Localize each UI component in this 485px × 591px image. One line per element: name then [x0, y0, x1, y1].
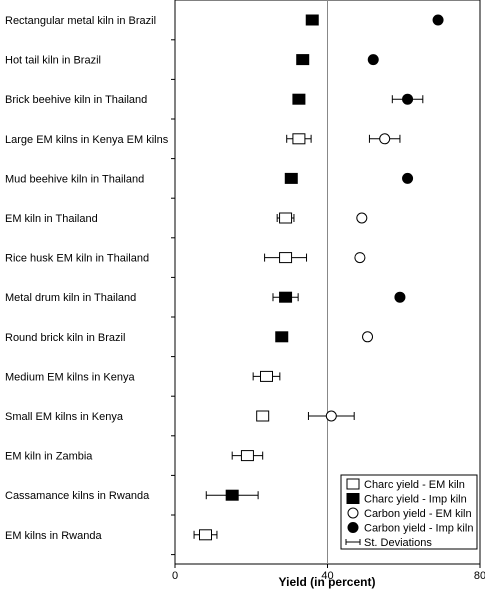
category-label: Brick beehive kiln in Thailand [5, 94, 147, 106]
data-point-open-circle [379, 133, 391, 145]
legend-frame [340, 474, 478, 550]
legend-symbol-filled-circle [347, 522, 359, 533]
data-point-filled-square [275, 331, 289, 343]
data-point-filled-square [279, 291, 293, 303]
data-point-open-circle [325, 410, 337, 422]
data-point-open-circle [356, 212, 368, 224]
category-label: Large EM kilns in Kenya EM kilns [5, 134, 169, 146]
data-point-open-square [279, 212, 293, 224]
category-label: Round brick kiln in Brazil [5, 332, 125, 344]
data-point-filled-circle [367, 54, 379, 66]
category-label: Cassamance kilns in Rwanda [5, 490, 150, 502]
legend-label: Charc yield - Imp kiln [364, 494, 467, 506]
data-point-filled-square [305, 14, 319, 26]
category-label: Rice husk EM kiln in Thailand [5, 253, 149, 265]
category-label: EM kiln in Thailand [5, 213, 98, 225]
data-point-open-circle [362, 331, 374, 343]
x-axis: 0 40 80 [172, 564, 485, 582]
data-point-open-square [256, 410, 270, 422]
data-point-open-square [279, 252, 293, 264]
data-point-filled-square [292, 93, 306, 105]
category-label: Hot tail kiln in Brazil [5, 55, 101, 67]
data-point-open-circle [354, 252, 366, 264]
category-label: Mud beehive kiln in Thailand [5, 173, 144, 185]
data-point-filled-circle [432, 14, 444, 26]
category-label: Medium EM kilns in Kenya [5, 371, 135, 383]
legend-label: St. Deviations [364, 537, 432, 549]
data-point-open-square [292, 133, 306, 145]
legend-symbol-open-circle [347, 507, 359, 519]
data-point-filled-square [296, 54, 310, 66]
legend-label: Charc yield - EM kiln [364, 479, 465, 491]
legend-symbol-filled-square [346, 493, 360, 504]
category-label: Small EM kilns in Kenya [5, 411, 124, 423]
category-label: Rectangular metal kiln in Brazil [5, 15, 156, 27]
x-tick-label: 0 [172, 570, 178, 582]
data-point-filled-circle [402, 93, 414, 105]
data-point-open-square [240, 450, 254, 462]
data-point-open-square [260, 370, 273, 382]
legend-label: Carbon yield - Imp kiln [364, 523, 473, 535]
legend-label: Carbon yield - EM kiln [364, 508, 472, 520]
data-point-filled-circle [402, 172, 414, 184]
category-labels: Rectangular metal kiln in Brazil Hot tail… [5, 15, 169, 542]
legend-symbol-open-square [346, 478, 360, 490]
data-point-open-square [199, 529, 212, 541]
y-axis-ticks [171, 39, 175, 556]
data-point-filled-circle [394, 291, 406, 303]
category-label: Metal drum kiln in Thailand [5, 292, 136, 304]
category-label: EM kiln in Zambia [5, 451, 93, 463]
data-point-filled-square [225, 489, 239, 501]
category-label: EM kilns in Rwanda [5, 530, 102, 542]
data-markers [199, 14, 444, 541]
x-tick-label: 40 [321, 570, 333, 582]
x-axis-title: Yield (in percent) [279, 575, 376, 589]
legend: Charc yield - EM kiln Charc yield - Imp k… [340, 474, 478, 550]
x-tick-label: 80 [474, 570, 485, 582]
data-point-filled-square [284, 172, 298, 184]
